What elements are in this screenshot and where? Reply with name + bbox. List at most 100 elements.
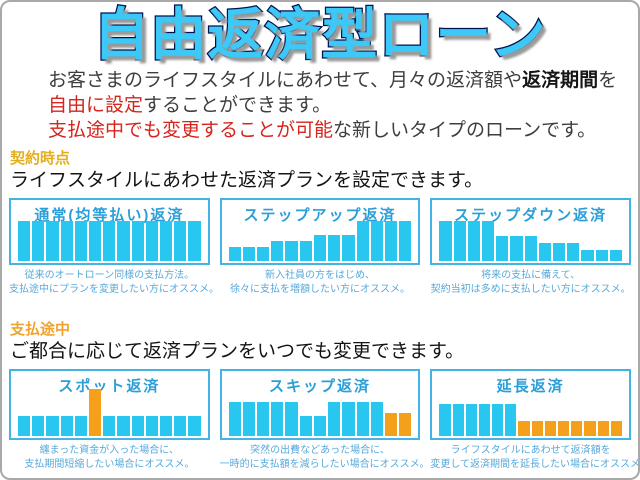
chart-bar bbox=[271, 241, 284, 261]
chart-bar bbox=[399, 413, 412, 436]
chart-bar bbox=[74, 221, 88, 261]
chart-bar bbox=[524, 236, 537, 261]
chart-bar bbox=[257, 402, 270, 436]
chart-bar bbox=[544, 420, 557, 436]
chart-bar bbox=[313, 235, 327, 261]
intro-line1-text: お客さまのライフスタイルにあわせて、月々の返済額や bbox=[48, 70, 523, 91]
section-lead-mid-payment: ご都合に応じて返済プランをいつでも変更できます。 bbox=[10, 341, 465, 362]
chart-bar bbox=[18, 221, 31, 261]
chart-bar bbox=[174, 221, 187, 261]
plan-card-title: 延長返済 bbox=[496, 378, 565, 395]
plan-cards-row-2: スポット返済 纏まった資金が入った場合に、 支払期間短縮したい場合にオススメ。 … bbox=[2, 369, 638, 472]
section-lead-at-contract: ライフスタイルにあわせた返済プランを設定できます。 bbox=[10, 170, 484, 191]
plan-card-extend: 延長返済 bbox=[430, 369, 632, 440]
chart-bar bbox=[328, 235, 341, 261]
plan-caption: 従来のオートローン同様の支払方法。 支払途中にプランを変更したい方にオススメ。 bbox=[9, 269, 219, 297]
chart-bar bbox=[584, 420, 596, 436]
plan-caption: 将来の支払に備えて、 契約当初は多めに支払したい方にオススメ。 bbox=[430, 269, 631, 297]
plan-card-title: ステップアップ返済 bbox=[243, 207, 397, 224]
plan-caption-line1: 将来の支払に備えて、 bbox=[481, 270, 581, 281]
chart-bar bbox=[558, 420, 570, 436]
chart-bar bbox=[32, 415, 45, 436]
plan-caption-line2: 徐々に支払を増額したい方にオススメ。 bbox=[230, 284, 410, 295]
intro-line-3: 支払途中でも変更することが可能な新しいタイプのローンです。 bbox=[48, 118, 638, 143]
plan-card-normal: 通常(均等払い)返済 bbox=[9, 198, 210, 265]
chart-bar bbox=[103, 221, 116, 261]
chart-bar bbox=[610, 420, 622, 436]
intro-line-2: 自由に設定することができます。 bbox=[48, 93, 638, 118]
bar-chart-step-up bbox=[228, 221, 412, 261]
plan-caption: 突然の出費などあった場合に、 一時的に支払額を減らしたい場合にオススメ。 bbox=[219, 444, 430, 472]
chart-bar bbox=[567, 242, 580, 261]
chart-bar bbox=[32, 221, 45, 261]
chart-bar bbox=[505, 404, 517, 436]
chart-bar bbox=[581, 249, 594, 261]
plan-caption-line2: 支払途中にプランを変更したい方にオススメ。 bbox=[9, 284, 219, 295]
chart-bar bbox=[89, 389, 102, 436]
plan-step-up: ステップアップ返済 新入社員の方をはじめ、 徐々に支払を増額したい方にオススメ。 bbox=[219, 198, 421, 297]
intro-line-1: お客さまのライフスタイルにあわせて、月々の返済額や返済期間を bbox=[48, 68, 638, 93]
chart-bar bbox=[384, 413, 398, 436]
chart-bar bbox=[609, 249, 622, 261]
plan-cards-row-1: 通常(均等払い)返済 従来のオートローン同様の支払方法。 支払途中にプランを変更… bbox=[2, 198, 638, 297]
plan-card-title: スポット返済 bbox=[58, 378, 161, 395]
chart-bar bbox=[478, 404, 491, 436]
chart-bar bbox=[370, 402, 383, 436]
bar-chart-spot bbox=[18, 389, 201, 436]
chart-bar bbox=[356, 402, 369, 436]
plan-card-step-up: ステップアップ返済 bbox=[219, 198, 421, 265]
chart-bar bbox=[399, 221, 412, 261]
section-heading-at-contract: 契約時点 bbox=[10, 150, 71, 167]
chart-bar bbox=[492, 404, 504, 436]
plan-caption-line2: 契約当初は多めに支払したい方にオススメ。 bbox=[430, 284, 631, 295]
chart-bar bbox=[89, 221, 102, 261]
chart-bar bbox=[242, 247, 256, 261]
chart-bar bbox=[257, 247, 270, 261]
page-title: 自由返済型ローン bbox=[92, 2, 547, 67]
plan-step-down: ステップダウン返済 将来の支払に備えて、 契約当初は多めに支払したい方にオススメ… bbox=[430, 198, 632, 297]
intro-line1-tail: を bbox=[598, 70, 618, 91]
chart-bar bbox=[510, 236, 523, 261]
bar-chart-step-down bbox=[439, 221, 622, 261]
intro-line3-text: な新しいタイプのローンです。 bbox=[333, 120, 597, 141]
intro-line2-red: 自由に設定 bbox=[48, 95, 144, 116]
bar-chart-normal bbox=[18, 221, 201, 261]
chart-bar bbox=[145, 221, 159, 261]
bar-chart-skip bbox=[228, 389, 412, 436]
chart-bar bbox=[384, 221, 398, 261]
chart-bar bbox=[452, 404, 464, 436]
chart-bar bbox=[531, 420, 543, 436]
chart-bar bbox=[313, 416, 327, 436]
intro-line2-text: することができます。 bbox=[143, 95, 332, 116]
section-heading-mid-payment: 支払途中 bbox=[10, 321, 71, 338]
chart-bar bbox=[342, 235, 355, 261]
plan-card-title: ステップダウン返済 bbox=[454, 207, 608, 224]
chart-bar bbox=[117, 415, 130, 436]
plan-caption-line1: 纏まった資金が入った場合に、 bbox=[39, 445, 179, 456]
chart-bar bbox=[228, 247, 241, 261]
chart-bar bbox=[131, 415, 144, 436]
chart-bar bbox=[285, 241, 298, 261]
plan-caption: 新入社員の方をはじめ、 徐々に支払を増額したい方にオススメ。 bbox=[220, 269, 421, 297]
plan-caption-line1: 新入社員の方をはじめ、 bbox=[265, 270, 375, 281]
chart-bar bbox=[370, 221, 383, 261]
chart-bar bbox=[467, 221, 480, 261]
chart-bar bbox=[285, 402, 298, 436]
chart-bar bbox=[160, 221, 173, 261]
chart-bar bbox=[518, 420, 530, 436]
plan-caption-line1: ライフスタイルにあわせて返済額を bbox=[450, 445, 611, 456]
plan-caption-line2: 支払期間短縮したい場合にオススメ。 bbox=[24, 459, 195, 470]
plan-card-step-down: ステップダウン返済 bbox=[430, 198, 632, 265]
chart-bar bbox=[103, 415, 116, 436]
intro-line1-bold: 返済期間 bbox=[522, 70, 599, 91]
chart-bar bbox=[46, 415, 59, 436]
chart-bar bbox=[595, 249, 608, 261]
chart-bar bbox=[571, 420, 583, 436]
plan-caption-line2: 一時的に支払額を減らしたい場合にオススメ。 bbox=[219, 459, 430, 470]
chart-bar bbox=[465, 404, 477, 436]
chart-bar bbox=[188, 415, 201, 436]
plan-caption: 纏まった資金が入った場合に、 支払期間短縮したい場合にオススメ。 bbox=[9, 444, 210, 472]
chart-bar bbox=[271, 402, 284, 436]
chart-bar bbox=[46, 221, 59, 261]
